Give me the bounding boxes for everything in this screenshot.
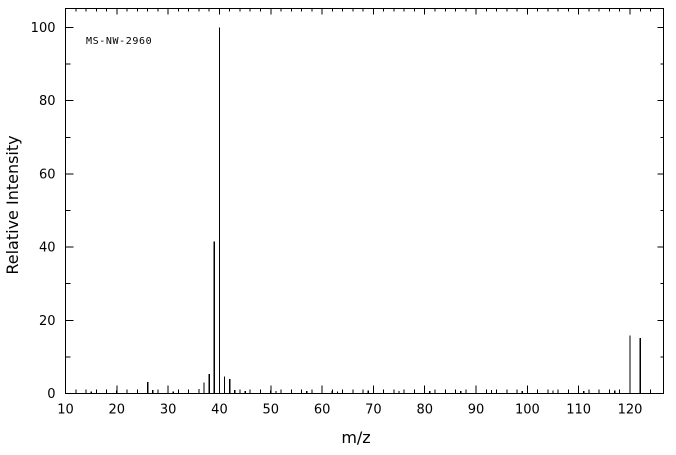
- y-axis-title: Relative Intensity: [3, 135, 22, 274]
- x-tick-label-40: 40: [211, 403, 228, 418]
- y-tick-label-60: 60: [39, 167, 56, 182]
- sample-annotation-label: MS-NW-2960: [86, 36, 152, 47]
- x-axis-ticks: [65, 8, 652, 394]
- peak-series: [85, 27, 652, 394]
- y-axis-ticks: [65, 27, 664, 394]
- x-tick-label-60: 60: [314, 403, 331, 418]
- plot-frame: [65, 8, 664, 394]
- x-tick-label-100: 100: [515, 403, 540, 418]
- y-tick-label-0: 0: [47, 387, 55, 402]
- y-tick-label-80: 80: [39, 94, 56, 109]
- x-axis-tick-labels: 10 20 30 40 50 60 70 80 90 100 110 120: [57, 403, 642, 418]
- x-tick-label-110: 110: [566, 403, 591, 418]
- x-tick-label-30: 30: [160, 403, 177, 418]
- x-tick-label-70: 70: [365, 403, 382, 418]
- y-axis-tick-labels: 0 20 40 60 80 100: [31, 21, 56, 402]
- x-axis-title: m/z: [341, 428, 370, 447]
- x-tick-label-90: 90: [468, 403, 485, 418]
- x-tick-label-120: 120: [618, 403, 643, 418]
- x-tick-label-80: 80: [416, 403, 433, 418]
- x-tick-label-20: 20: [109, 403, 126, 418]
- y-tick-label-100: 100: [31, 21, 56, 36]
- x-tick-label-10: 10: [57, 403, 74, 418]
- x-tick-label-50: 50: [262, 403, 279, 418]
- y-tick-label-40: 40: [39, 241, 56, 256]
- y-tick-label-20: 20: [39, 314, 56, 329]
